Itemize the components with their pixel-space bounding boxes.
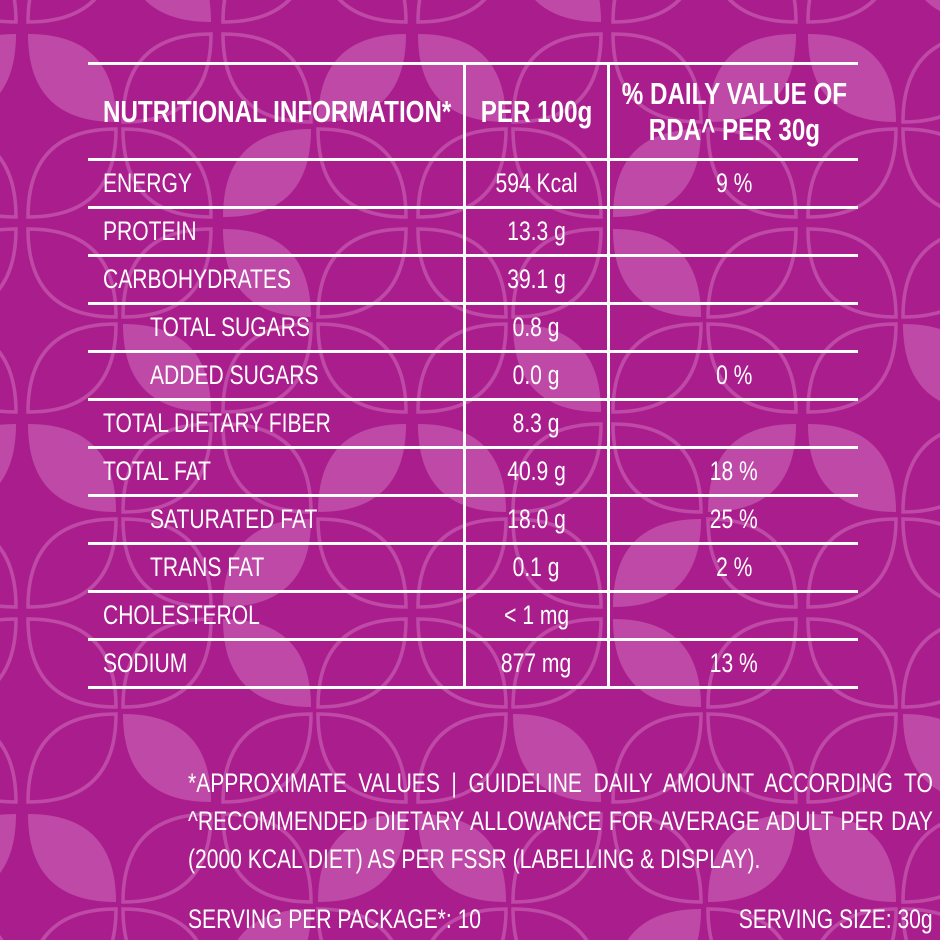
nutrient-name-cell: SODIUM	[88, 641, 463, 686]
rda-percent-cell	[607, 401, 858, 446]
per-100g-cell: 8.3 g	[463, 401, 607, 446]
per-100g-value: 594 Kcal	[495, 168, 578, 198]
per-100g-cell: 39.1 g	[463, 257, 607, 302]
nutrient-name-cell: CHOLESTEROL	[88, 593, 463, 638]
rda-percent-cell: 25 %	[607, 497, 858, 542]
per-100g-value: 0.1 g	[513, 552, 560, 582]
per-100g-cell: < 1 mg	[463, 593, 607, 638]
rda-percent-value: 25 %	[709, 504, 758, 534]
nutrient-name: CHOLESTEROL	[103, 600, 260, 630]
header-cell-nutritional-information: NUTRITIONAL INFORMATION*	[88, 65, 463, 158]
table-body: ENERGY 594 Kcal 9 % PROTEIN 13.3 g CARBO…	[88, 161, 858, 689]
serving-size: SERVING SIZE: 30g	[739, 904, 933, 934]
nutrient-name-cell: PROTEIN	[88, 209, 463, 254]
footnote-line-1: *APPROXIMATE VALUES | GUIDELINE DAILY AM…	[188, 768, 933, 798]
per-100g-value: 8.3 g	[513, 408, 560, 438]
footnote-line-3: (2000 KCAL DIET) AS PER FSSR (LABELLING …	[188, 844, 761, 874]
nutrient-name: ADDED SUGARS	[150, 360, 319, 390]
nutrient-name-cell: TRANS FAT	[88, 545, 463, 590]
header-daily-value-line1: % DAILY VALUE OF	[621, 75, 847, 111]
rda-percent-cell	[607, 209, 858, 254]
table-row-trans-fat: TRANS FAT 0.1 g 2 %	[88, 545, 858, 593]
per-100g-cell: 18.0 g	[463, 497, 607, 542]
nutrition-label: NUTRITIONAL INFORMATION* PER 100g % DAIL…	[88, 62, 933, 934]
per-100g-value: 877 mg	[501, 648, 572, 678]
nutrient-name-cell: TOTAL DIETARY FIBER	[88, 401, 463, 446]
per-100g-value: 18.0 g	[507, 504, 566, 534]
header-label-nutritional-information: NUTRITIONAL INFORMATION*	[103, 93, 452, 129]
nutrient-name-cell: TOTAL SUGARS	[88, 305, 463, 350]
nutrient-name: TOTAL FAT	[103, 456, 212, 486]
rda-percent-cell: 18 %	[607, 449, 858, 494]
table-row-cholesterol: CHOLESTEROL < 1 mg	[88, 593, 858, 641]
table-row-saturated-fat: SATURATED FAT 18.0 g 25 %	[88, 497, 858, 545]
table-row-carbohydrates: CARBOHYDRATES 39.1 g	[88, 257, 858, 305]
footnote-line-2: ^RECOMMENDED DIETARY ALLOWANCE FOR AVERA…	[188, 806, 933, 836]
nutrient-name-cell: ADDED SUGARS	[88, 353, 463, 398]
rda-percent-cell	[607, 257, 858, 302]
header-cell-daily-value: % DAILY VALUE OF RDA^ PER 30g	[607, 65, 858, 158]
per-100g-value: 39.1 g	[507, 264, 566, 294]
rda-percent-value: 9 %	[715, 168, 753, 198]
rda-percent-cell: 2 %	[607, 545, 858, 590]
per-100g-value: < 1 mg	[504, 600, 569, 630]
nutrient-name: CARBOHYDRATES	[103, 264, 292, 294]
table-row-protein: PROTEIN 13.3 g	[88, 209, 858, 257]
header-cell-per-100g: PER 100g	[463, 65, 607, 158]
nutrient-name-cell: SATURATED FAT	[88, 497, 463, 542]
rda-percent-cell: 13 %	[607, 641, 858, 686]
nutrient-name: SODIUM	[103, 648, 188, 678]
per-100g-value: 13.3 g	[507, 216, 566, 246]
serving-info: SERVING PER PACKAGE*: 10 SERVING SIZE: 3…	[188, 902, 933, 936]
table-row-total-dietary-fiber: TOTAL DIETARY FIBER 8.3 g	[88, 401, 858, 449]
rda-percent-value: 2 %	[715, 552, 753, 582]
header-label-per-100g: PER 100g	[480, 93, 593, 129]
header-label-daily-value: % DAILY VALUE OF RDA^ PER 30g	[621, 76, 846, 148]
rda-percent-value: 18 %	[709, 456, 758, 486]
nutrient-name-cell: TOTAL FAT	[88, 449, 463, 494]
table-header-row: NUTRITIONAL INFORMATION* PER 100g % DAIL…	[88, 65, 858, 161]
per-100g-cell: 0.1 g	[463, 545, 607, 590]
serving-per-package: SERVING PER PACKAGE*: 10	[188, 904, 481, 934]
per-100g-value: 0.8 g	[513, 312, 560, 342]
header-daily-value-line2: RDA^ PER 30g	[648, 111, 820, 147]
per-100g-cell: 594 Kcal	[463, 161, 607, 206]
per-100g-cell: 0.0 g	[463, 353, 607, 398]
rda-percent-value: 0 %	[715, 360, 753, 390]
table-row-total-sugars: TOTAL SUGARS 0.8 g	[88, 305, 858, 353]
nutrient-name: ENERGY	[103, 168, 192, 198]
rda-percent-cell	[607, 305, 858, 350]
rda-percent-value: 13 %	[709, 648, 758, 678]
per-100g-cell: 0.8 g	[463, 305, 607, 350]
per-100g-cell: 40.9 g	[463, 449, 607, 494]
nutrient-name: TRANS FAT	[150, 552, 265, 582]
per-100g-value: 0.0 g	[513, 360, 560, 390]
rda-percent-cell	[607, 593, 858, 638]
nutrient-name: SATURATED FAT	[150, 504, 318, 534]
rda-percent-cell: 9 %	[607, 161, 858, 206]
per-100g-cell: 877 mg	[463, 641, 607, 686]
nutrition-table: NUTRITIONAL INFORMATION* PER 100g % DAIL…	[88, 62, 858, 689]
per-100g-cell: 13.3 g	[463, 209, 607, 254]
nutrient-name: PROTEIN	[103, 216, 197, 246]
nutrient-name: TOTAL SUGARS	[150, 312, 310, 342]
per-100g-value: 40.9 g	[507, 456, 566, 486]
nutrient-name-cell: ENERGY	[88, 161, 463, 206]
nutrient-name-cell: CARBOHYDRATES	[88, 257, 463, 302]
table-row-sodium: SODIUM 877 mg 13 %	[88, 641, 858, 689]
table-row-added-sugars: ADDED SUGARS 0.0 g 0 %	[88, 353, 858, 401]
table-row-total-fat: TOTAL FAT 40.9 g 18 %	[88, 449, 858, 497]
table-row-energy: ENERGY 594 Kcal 9 %	[88, 161, 858, 209]
rda-percent-cell: 0 %	[607, 353, 858, 398]
nutrient-name: TOTAL DIETARY FIBER	[103, 408, 331, 438]
footnote: *APPROXIMATE VALUES | GUIDELINE DAILY AM…	[188, 764, 933, 878]
